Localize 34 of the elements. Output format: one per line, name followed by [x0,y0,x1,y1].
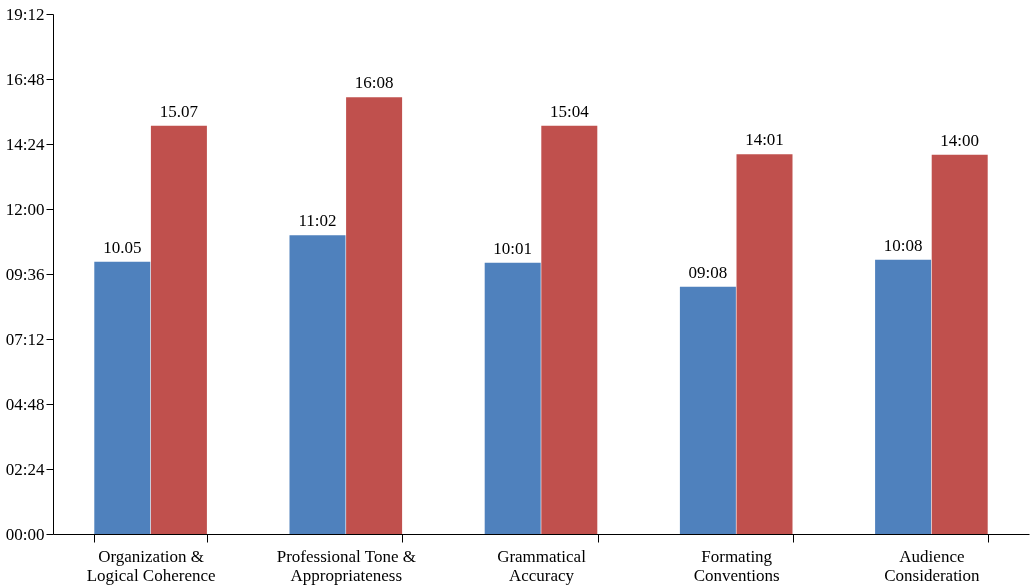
y-tick-label: 14:24 [5,134,45,154]
bar [484,262,541,534]
x-tick-label: Professional Tone & Appropriateness [276,546,416,585]
data-label: 09:08 [688,262,728,282]
x-tick-label: Grammatical Accuracy [497,546,587,585]
data-label: 10:08 [883,235,923,255]
x-tick-label: Audience Consideration [884,546,981,585]
x-tick-label: Formating Conventions [693,546,780,585]
bar [346,97,403,534]
bar [150,125,207,534]
y-tick-label: 09:36 [5,264,45,284]
bar [736,154,793,534]
data-label: 10.05 [103,237,142,257]
bar [931,154,988,534]
bar [679,286,736,534]
data-label: 10:01 [493,238,533,258]
bar [541,125,598,534]
bar [94,261,151,534]
y-tick-label: 00:00 [5,524,45,544]
x-tick-label: Organization & Logical Coherence [86,546,216,585]
bar [289,235,346,534]
data-label: 14:00 [940,130,980,150]
data-label: 14:01 [745,130,784,150]
data-label: 11:02 [298,211,337,231]
data-label: 16:08 [354,73,394,93]
y-tick-label: 12:00 [5,199,45,219]
y-tick-label: 02:24 [5,459,45,479]
y-tick-label: 16:48 [5,69,45,89]
y-tick-label: 07:12 [5,329,45,349]
y-tick-label: 19:12 [5,4,45,24]
y-tick-label: 04:48 [5,394,45,414]
bar [875,259,932,534]
data-label: 15.07 [159,101,199,121]
data-label: 15:04 [549,101,590,121]
